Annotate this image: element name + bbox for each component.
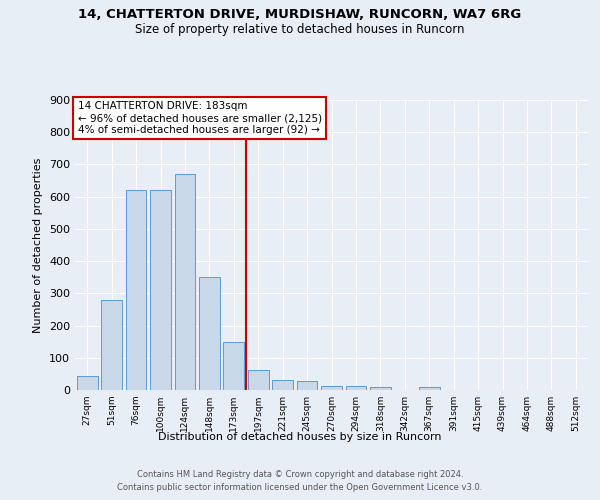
- Bar: [199, 277, 220, 390]
- Y-axis label: Number of detached properties: Number of detached properties: [34, 158, 43, 332]
- Bar: [370, 387, 391, 390]
- Bar: [223, 342, 244, 390]
- Text: 14, CHATTERTON DRIVE, MURDISHAW, RUNCORN, WA7 6RG: 14, CHATTERTON DRIVE, MURDISHAW, RUNCORN…: [79, 8, 521, 20]
- Text: Size of property relative to detached houses in Runcorn: Size of property relative to detached ho…: [135, 22, 465, 36]
- Bar: [125, 190, 146, 390]
- Bar: [296, 382, 317, 390]
- Bar: [77, 376, 98, 390]
- Bar: [175, 174, 196, 390]
- Bar: [248, 370, 269, 390]
- Bar: [150, 190, 171, 390]
- Bar: [101, 300, 122, 390]
- Text: 14 CHATTERTON DRIVE: 183sqm
← 96% of detached houses are smaller (2,125)
4% of s: 14 CHATTERTON DRIVE: 183sqm ← 96% of det…: [77, 102, 322, 134]
- Text: Distribution of detached houses by size in Runcorn: Distribution of detached houses by size …: [158, 432, 442, 442]
- Bar: [419, 388, 440, 390]
- Bar: [346, 386, 367, 390]
- Text: Contains HM Land Registry data © Crown copyright and database right 2024.
Contai: Contains HM Land Registry data © Crown c…: [118, 470, 482, 492]
- Bar: [321, 386, 342, 390]
- Bar: [272, 380, 293, 390]
